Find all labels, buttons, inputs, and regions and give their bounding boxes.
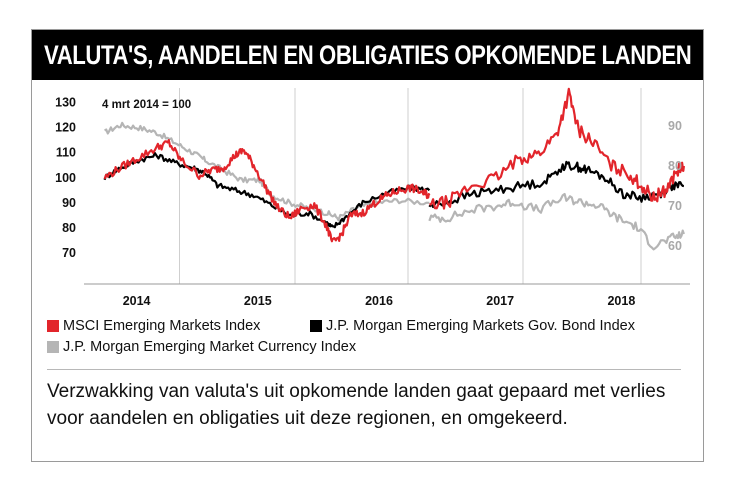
y-tick-label-left: 110	[56, 146, 76, 160]
x-tick-label: 2018	[607, 294, 635, 308]
y-ticks-right: 90 80 70 60	[668, 119, 682, 253]
legend-swatch-jpm-bond	[310, 320, 322, 332]
legend-swatch-jpm-fx	[47, 341, 59, 353]
y-tick-label-left: 130	[55, 96, 76, 110]
title-bar: VALUTA'S, AANDELEN EN OBLIGATIES OPKOMEN…	[32, 30, 703, 80]
x-tick-label: 2017	[486, 294, 514, 308]
chart-card: VALUTA'S, AANDELEN EN OBLIGATIES OPKOMEN…	[31, 29, 704, 462]
series-line-jpm-bond	[103, 152, 431, 229]
y-tick-label-left: 100	[55, 171, 76, 185]
legend-label-jpm-fx: J.P. Morgan Emerging Market Currency Ind…	[63, 339, 357, 355]
right-panel	[428, 87, 685, 251]
y-tick-label-right: 60	[668, 239, 682, 253]
legend-item-msci: MSCI Emerging Markets Index	[47, 318, 260, 334]
chart-title: VALUTA'S, AANDELEN EN OBLIGATIES OPKOMEN…	[44, 40, 692, 70]
series-line-msci	[103, 139, 431, 243]
left-panel	[103, 121, 431, 243]
legend-swatch-msci	[47, 320, 59, 332]
y-tick-label-left: 120	[55, 121, 76, 135]
base-note: 4 mrt 2014 = 100	[102, 99, 191, 111]
caption: Verzwakking van valuta's uit opkomende l…	[47, 381, 666, 429]
gridlines	[84, 88, 690, 285]
y-tick-label-right: 90	[668, 119, 682, 133]
series-line-jpm-fx	[428, 192, 685, 251]
series-line-msci	[429, 87, 685, 210]
series-line-jpm-fx	[104, 121, 430, 222]
y-ticks-left: 130 120 110 100 90 80 70	[55, 96, 76, 261]
legend-label-jpm-bond: J.P. Morgan Emerging Markets Gov. Bond I…	[326, 318, 635, 334]
x-ticks: 2014 2015 2016 2017 2018	[123, 294, 636, 308]
x-tick-label: 2016	[365, 294, 393, 308]
legend-item-jpm-bond: J.P. Morgan Emerging Markets Gov. Bond I…	[310, 318, 635, 334]
series-line-jpm-bond	[428, 160, 684, 209]
legend-label-msci: MSCI Emerging Markets Index	[63, 318, 261, 334]
x-tick-label: 2015	[244, 294, 272, 308]
legend-item-jpm-fx: J.P. Morgan Emerging Market Currency Ind…	[47, 339, 356, 355]
x-tick-label: 2014	[123, 294, 151, 308]
chart-svg: 4 mrt 2014 = 100 130 120 110 100 90 80 70 90 80…	[55, 87, 690, 308]
y-tick-label-right: 70	[668, 199, 682, 213]
y-tick-label-left: 70	[62, 246, 76, 260]
separator	[47, 369, 681, 370]
y-tick-label-right: 80	[668, 159, 682, 173]
y-tick-label-left: 90	[62, 196, 76, 210]
y-tick-label-left: 80	[62, 221, 76, 235]
